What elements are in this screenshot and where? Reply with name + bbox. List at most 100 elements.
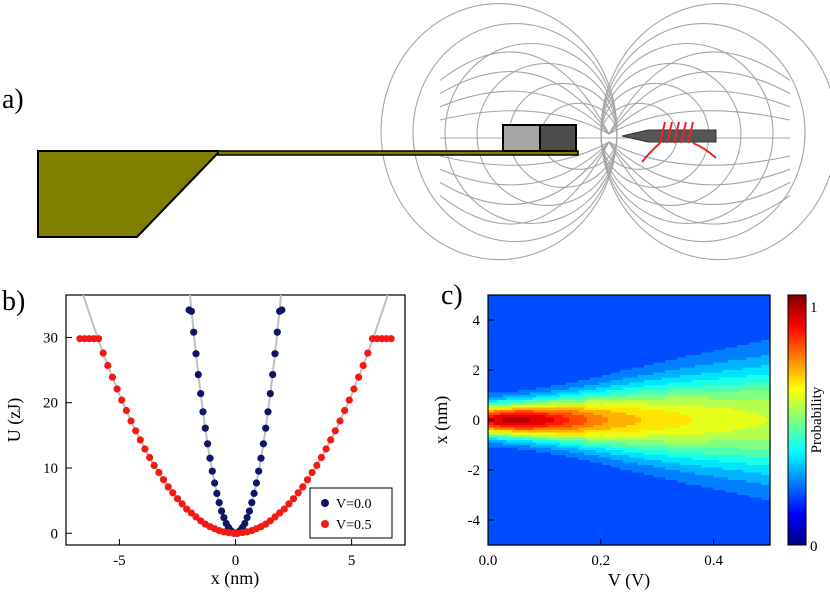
heatmap-cell bbox=[512, 300, 516, 304]
heatmap-cell bbox=[530, 345, 534, 349]
heatmap-cell bbox=[527, 417, 531, 421]
heatmap-cell bbox=[545, 457, 549, 461]
panel-b-label: b) bbox=[2, 286, 25, 317]
heatmap-cell bbox=[509, 370, 513, 374]
heatmap-cell bbox=[497, 405, 501, 409]
heatmap-cell bbox=[539, 542, 543, 546]
heatmap-cell bbox=[515, 342, 519, 346]
heatmap-cell bbox=[506, 522, 510, 526]
heatmap-cell bbox=[542, 422, 546, 426]
heatmap-cell bbox=[518, 437, 522, 441]
heatmap-cell bbox=[491, 497, 495, 501]
heatmap-cell bbox=[542, 377, 546, 381]
heatmap-cell bbox=[545, 430, 549, 434]
data-point bbox=[350, 385, 358, 393]
heatmap-cell bbox=[551, 452, 555, 456]
heatmap-cell bbox=[539, 405, 543, 409]
heatmap-cell bbox=[500, 417, 504, 421]
heatmap-cell bbox=[515, 372, 519, 376]
heatmap-cell bbox=[554, 540, 558, 544]
heatmap-cell bbox=[539, 527, 543, 531]
heatmap-cell bbox=[539, 487, 543, 491]
heatmap-cell bbox=[500, 495, 504, 499]
heatmap-cell bbox=[494, 297, 498, 301]
heatmap-cell bbox=[545, 407, 549, 411]
heatmap-cell bbox=[503, 515, 507, 519]
heatmap-cell bbox=[515, 507, 519, 511]
heatmap-cell bbox=[512, 537, 516, 541]
heatmap-cell bbox=[563, 522, 567, 526]
data-point bbox=[245, 507, 253, 515]
heatmap-cell bbox=[518, 490, 522, 494]
heatmap-cell bbox=[530, 517, 534, 521]
heatmap-cell bbox=[560, 487, 564, 491]
heatmap-cell bbox=[512, 430, 516, 434]
heatmap-cell bbox=[554, 320, 558, 324]
heatmap-cell bbox=[533, 532, 537, 536]
heatmap-cell bbox=[524, 405, 528, 409]
heatmap-cell bbox=[512, 345, 516, 349]
heatmap-cell bbox=[503, 357, 507, 361]
heatmap-cell bbox=[509, 325, 513, 329]
heatmap-cell bbox=[500, 485, 504, 489]
heatmap-cell bbox=[557, 420, 561, 424]
heatmap-cell bbox=[497, 315, 501, 319]
heatmap-cell bbox=[518, 317, 522, 321]
heatmap-cell bbox=[557, 372, 561, 376]
heatmap-cell bbox=[533, 485, 537, 489]
heatmap-cell bbox=[551, 502, 555, 506]
heatmap-cell bbox=[512, 297, 516, 301]
heatmap-cell bbox=[539, 357, 543, 361]
heatmap-cell bbox=[545, 370, 549, 374]
heatmap-cell bbox=[494, 295, 498, 299]
heatmap-cell bbox=[551, 305, 555, 309]
legend-frame bbox=[309, 487, 393, 539]
heatmap-cell bbox=[545, 437, 549, 441]
heatmap-cell bbox=[527, 492, 531, 496]
heatmap-cell bbox=[521, 380, 525, 384]
heatmap-cell bbox=[497, 322, 501, 326]
heatmap-cell bbox=[566, 320, 570, 324]
heatmap-cell bbox=[512, 472, 516, 476]
heatmap-cell bbox=[500, 470, 504, 474]
y-tick-label: 30 bbox=[43, 330, 58, 346]
heatmap-cell bbox=[518, 515, 522, 519]
heatmap-cell bbox=[539, 325, 543, 329]
heatmap-cell bbox=[545, 360, 549, 364]
heatmap-cell bbox=[548, 465, 552, 469]
heatmap-cell bbox=[491, 522, 495, 526]
heatmap-cell bbox=[518, 432, 522, 436]
heatmap-cell bbox=[554, 512, 558, 516]
heatmap-cell bbox=[542, 407, 546, 411]
heatmap-cell bbox=[563, 482, 567, 486]
heatmap-cell bbox=[518, 385, 522, 389]
heatmap-cell bbox=[488, 405, 492, 409]
heatmap-cell bbox=[560, 375, 564, 379]
heatmap-cell bbox=[506, 445, 510, 449]
heatmap-cell bbox=[488, 450, 492, 454]
heatmap-cell bbox=[560, 495, 564, 499]
heatmap-cell bbox=[566, 352, 570, 356]
heatmap-cell bbox=[527, 447, 531, 451]
heatmap-cell bbox=[533, 490, 537, 494]
heatmap-cell bbox=[515, 395, 519, 399]
heatmap-cell bbox=[548, 470, 552, 474]
heatmap-cell bbox=[524, 455, 528, 459]
heatmap-cell bbox=[503, 422, 507, 426]
heatmap-cell bbox=[533, 335, 537, 339]
heatmap-cell bbox=[500, 450, 504, 454]
heatmap-cell bbox=[500, 377, 504, 381]
heatmap-cell bbox=[500, 302, 504, 306]
heatmap-cell bbox=[527, 360, 531, 364]
heatmap-cell bbox=[530, 487, 534, 491]
heatmap-cell bbox=[536, 415, 540, 419]
heatmap-cell bbox=[506, 385, 510, 389]
heatmap-cell bbox=[521, 540, 525, 544]
heatmap-cell bbox=[518, 295, 522, 299]
heatmap-cell bbox=[518, 325, 522, 329]
heatmap-cell bbox=[554, 382, 558, 386]
heatmap-cell bbox=[518, 342, 522, 346]
heatmap-cell bbox=[524, 477, 528, 481]
heatmap-cell bbox=[518, 402, 522, 406]
heatmap-cell bbox=[494, 532, 498, 536]
